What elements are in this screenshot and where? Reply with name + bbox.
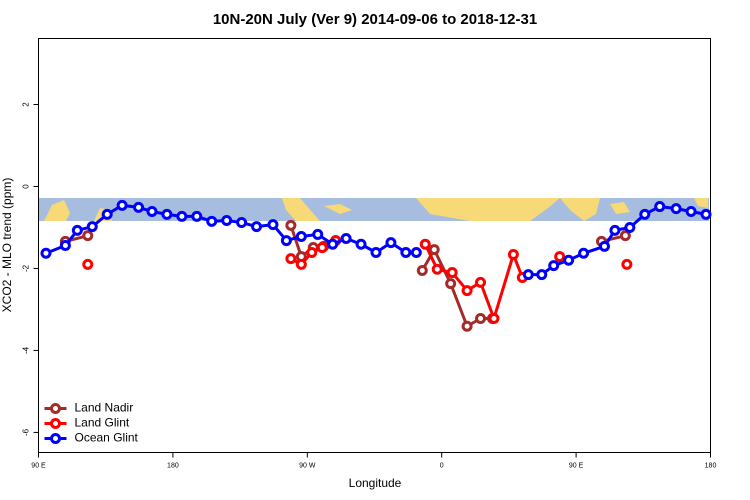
- series-point: [101, 208, 113, 220]
- y-tick-label: -6: [22, 428, 31, 436]
- x-tick-label: 0: [440, 462, 444, 469]
- series-point: [327, 238, 339, 250]
- series-point: [431, 263, 443, 275]
- series-point: [654, 201, 666, 213]
- series-point: [116, 199, 128, 211]
- x-tick-label: 90 E: [31, 462, 46, 469]
- series-point: [316, 242, 328, 254]
- series-point: [285, 253, 297, 265]
- series-point: [419, 238, 431, 250]
- series-point: [609, 224, 621, 236]
- x-tick-label: 180: [705, 462, 717, 469]
- series-point: [700, 208, 712, 220]
- legend-label: Land Glint: [75, 416, 130, 430]
- series-point: [598, 240, 610, 252]
- series-point: [554, 251, 566, 263]
- y-axis-label: XCO2 - MLO trend (ppm): [0, 178, 14, 313]
- series-point: [133, 201, 145, 213]
- y-tick-label: 2: [22, 102, 31, 107]
- series-point: [400, 246, 412, 258]
- series-point: [285, 219, 297, 231]
- series-point: [355, 238, 367, 250]
- y-tick-label: 0: [22, 184, 31, 189]
- series-point: [312, 228, 324, 240]
- x-tick-label: 90 E: [569, 462, 584, 469]
- series-point: [548, 260, 560, 272]
- y-tick-label: -2: [22, 264, 31, 272]
- series-point: [507, 249, 519, 261]
- series-point: [306, 246, 318, 258]
- series-point: [619, 230, 631, 242]
- series-point: [445, 278, 457, 290]
- x-tick-label: 180: [167, 462, 179, 469]
- series-point: [475, 276, 487, 288]
- series-point: [475, 312, 487, 324]
- series-point: [295, 230, 307, 242]
- series-point: [267, 219, 279, 231]
- series-point: [639, 208, 651, 220]
- series-point: [251, 221, 263, 233]
- y-tick-label: -4: [22, 346, 31, 354]
- legend-label: Land Nadir: [75, 401, 134, 415]
- series-point: [563, 254, 575, 266]
- series-point: [40, 247, 52, 259]
- series-point: [461, 320, 473, 332]
- legend-label: Ocean Glint: [75, 431, 139, 445]
- series-point: [82, 258, 94, 270]
- legend-marker: [50, 418, 61, 429]
- series-point: [86, 221, 98, 233]
- series-line: [423, 243, 524, 324]
- chart-title: 10N-20N July (Ver 9) 2014-09-06 to 2018-…: [213, 11, 537, 28]
- plot-frame: [38, 38, 711, 453]
- series-point: [161, 208, 173, 220]
- series-point: [488, 312, 500, 324]
- series-point: [385, 237, 397, 249]
- x-axis-label: Longitude: [349, 476, 402, 490]
- series-point: [176, 210, 188, 222]
- series-point: [578, 247, 590, 259]
- series-point: [59, 240, 71, 251]
- series-point: [191, 210, 203, 222]
- x-tick-label: 90 W: [299, 462, 316, 469]
- series-point: [410, 246, 422, 258]
- legend-marker: [50, 433, 61, 444]
- series-point: [670, 203, 682, 215]
- legend-marker: [50, 403, 61, 414]
- map-band: [39, 198, 709, 221]
- series-point: [236, 217, 248, 229]
- series-point: [621, 258, 633, 270]
- series-point: [71, 224, 83, 236]
- series-point: [340, 233, 352, 245]
- series-point: [82, 230, 94, 242]
- series-point: [428, 244, 440, 256]
- series-point: [416, 265, 428, 277]
- series-point: [536, 269, 548, 281]
- series-point: [280, 235, 292, 247]
- series-point: [461, 285, 473, 297]
- series-point: [446, 267, 458, 279]
- series-point: [221, 214, 233, 226]
- series-point: [370, 246, 382, 258]
- series-point: [206, 215, 218, 227]
- series-point: [146, 205, 158, 217]
- series-point: [522, 269, 534, 281]
- series-point: [685, 205, 697, 217]
- series-point: [295, 258, 307, 270]
- series-point: [624, 221, 636, 233]
